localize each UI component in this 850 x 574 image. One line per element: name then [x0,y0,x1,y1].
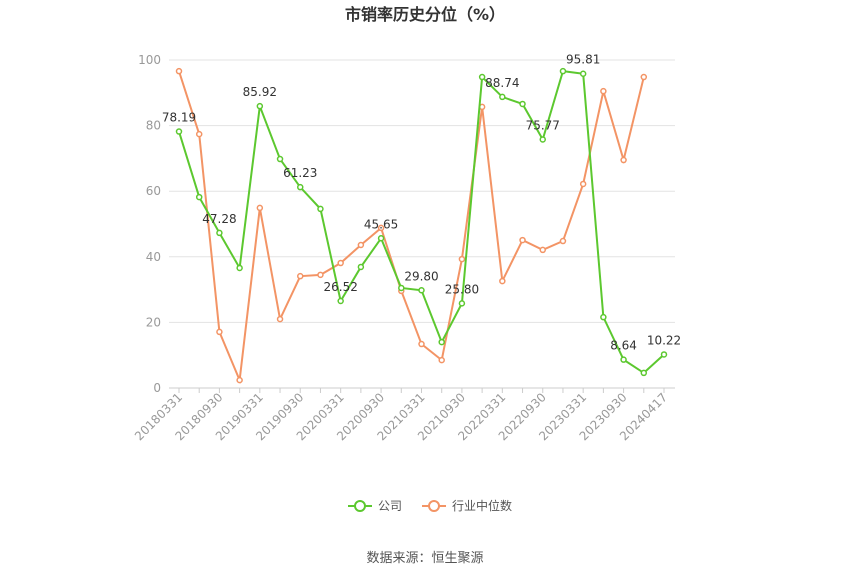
point [600,313,607,321]
point [559,67,567,75]
point [499,93,506,101]
data-label: 47.28 [202,212,236,226]
point [620,356,627,363]
point [216,229,223,237]
data-label: 95.81 [566,53,600,67]
chart-title: 市销率历史分位（%） [345,5,505,24]
point [195,130,203,138]
y-tick-label: 0 [153,381,161,395]
data-label: 45.65 [364,217,398,231]
y-tick-label: 20 [146,315,161,329]
point [398,284,405,292]
legend-marker [354,500,366,512]
series-line [178,70,665,375]
point [357,241,365,249]
data-label: 8.64 [610,339,637,353]
point [458,255,466,263]
y-tick-label: 100 [138,53,161,67]
point [438,338,445,346]
legend-label: 行业中位数 [452,498,512,513]
point [256,102,264,110]
point [559,237,567,245]
point [357,263,365,271]
data-label: 25.80 [445,282,479,296]
point [539,136,546,143]
legend-marker [428,500,441,512]
point [519,236,526,244]
point [236,264,243,272]
data-label: 61.23 [283,166,317,180]
y-tick-label: 60 [146,184,161,198]
point [640,73,648,81]
point [195,193,203,201]
point [317,271,324,279]
point [418,287,425,294]
point [377,235,385,242]
point [539,246,546,254]
point [337,297,344,305]
legend-label: 公司 [378,499,402,513]
point [418,340,425,348]
data-label: 78.19 [162,111,196,125]
data-label: 88.74 [485,76,519,90]
point [175,128,183,135]
point [640,369,648,377]
data-label: 10.22 [647,333,681,347]
point [519,100,526,108]
point [579,180,587,188]
point [478,73,486,81]
point [216,328,223,336]
point [660,351,668,358]
point [317,205,324,213]
point [499,277,506,285]
point [600,87,607,95]
point [276,155,284,163]
point [620,156,627,164]
data-label: 29.80 [404,269,438,283]
source: 数据来源：恒生聚源 [366,551,483,566]
point [377,224,385,232]
point [458,300,466,307]
point [297,272,304,280]
point [438,356,445,364]
point [297,183,304,191]
point [175,67,183,75]
y-tick-label: 80 [146,119,161,133]
point [256,204,264,212]
series-line [178,70,645,385]
point [276,315,284,323]
data-label: 26.52 [323,280,357,294]
point [579,70,587,77]
y-tick-label: 40 [146,250,161,264]
data-label: 85.92 [243,85,277,99]
point [236,376,243,384]
data-label: 75.77 [526,118,560,132]
point [337,259,344,267]
